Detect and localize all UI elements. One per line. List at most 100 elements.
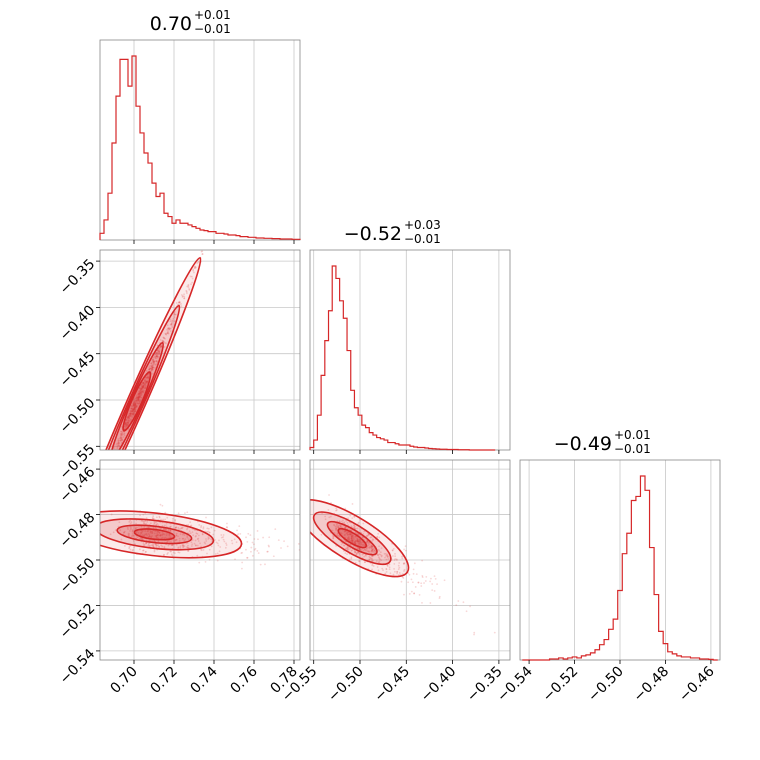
scatter-point — [142, 384, 145, 387]
scatter-point — [155, 351, 157, 354]
scatter-point — [368, 541, 370, 544]
scatter-point — [220, 534, 223, 536]
scatter-point — [351, 534, 354, 537]
scatter-point — [352, 541, 355, 544]
scatter-point — [338, 524, 341, 527]
scatter-point — [141, 390, 143, 393]
scatter-point — [132, 548, 134, 551]
scatter-point — [333, 553, 335, 555]
scatter-point — [120, 438, 123, 441]
scatter-point — [336, 534, 339, 537]
hist-1-frame — [309, 249, 511, 451]
scatter-point — [179, 533, 182, 535]
scatter-point — [108, 456, 110, 458]
scatter-point — [371, 564, 374, 567]
scatter-point — [408, 592, 411, 595]
scatter-point — [119, 433, 122, 435]
scatter-point — [354, 542, 357, 545]
scatter-point — [239, 164, 241, 166]
scatter-point — [156, 522, 159, 525]
scatter-point — [134, 408, 137, 411]
scatter-point — [146, 380, 149, 383]
scatter-point — [417, 581, 420, 584]
scatter-point — [153, 355, 156, 358]
scatter-point — [136, 396, 139, 399]
scatter-point — [147, 530, 150, 533]
scatter-point — [350, 549, 353, 552]
scatter-point — [131, 413, 134, 416]
scatter-point — [423, 582, 425, 584]
scatter-point — [140, 519, 143, 522]
scatter-point — [398, 566, 401, 569]
scatter-point — [123, 531, 126, 534]
scatter-point — [473, 633, 475, 636]
scatter-point — [342, 544, 345, 547]
scatter-point — [161, 339, 164, 342]
scatter-point — [378, 553, 381, 556]
scatter-point — [274, 528, 277, 530]
histogram-0 — [99, 55, 301, 240]
scatter-point — [344, 526, 347, 528]
scatter-point — [134, 402, 137, 405]
scatter-point — [335, 524, 338, 527]
scatter-point — [142, 391, 144, 394]
scatter-point — [151, 535, 153, 537]
scatter-point — [197, 261, 200, 263]
scatter-point — [400, 573, 402, 576]
scatter-point — [207, 538, 210, 540]
scatter-point — [396, 572, 398, 575]
scatter-point — [267, 544, 270, 547]
scatter-point — [347, 547, 349, 550]
tick-label-x: −0.50 — [585, 664, 627, 706]
scatter-point — [150, 368, 153, 371]
scatter-point — [368, 550, 371, 553]
scatter-point — [188, 289, 191, 291]
scatter-point — [146, 376, 149, 379]
scatter-point — [206, 530, 208, 533]
scatter-point — [183, 297, 186, 300]
scatter-point — [350, 537, 353, 540]
scatter-point — [158, 348, 161, 351]
density-contour — [310, 498, 410, 578]
scatter-point — [135, 406, 138, 409]
scatter-point — [123, 434, 126, 437]
scatter-point — [366, 540, 369, 542]
scatter-point — [493, 631, 496, 634]
scatter-point — [257, 538, 259, 541]
scatter-point — [152, 545, 155, 548]
scatter-point — [144, 387, 147, 390]
density-contour — [100, 304, 181, 450]
scatter-point — [347, 533, 350, 536]
scatter-point — [186, 285, 189, 288]
scatter-point — [131, 530, 134, 533]
scatter-point — [155, 516, 158, 519]
scatter-point — [152, 359, 155, 362]
scatter-point — [226, 526, 229, 529]
scatter-point — [324, 515, 327, 518]
scatter-point — [147, 368, 150, 371]
scatter-point — [170, 550, 173, 553]
scatter-point — [139, 388, 142, 391]
scatter-point — [155, 536, 158, 539]
scatter-point — [126, 416, 129, 419]
scatter-point — [177, 546, 180, 549]
scatter-point — [169, 536, 172, 539]
scatter-point — [155, 355, 158, 358]
density-contour — [100, 257, 202, 450]
scatter-point — [353, 516, 356, 518]
scatter-point — [195, 532, 198, 535]
scatter-point — [178, 551, 181, 554]
scatter-point — [410, 578, 413, 581]
scatter-point — [351, 540, 354, 543]
scatter-point — [155, 357, 157, 360]
scatter-point — [133, 408, 136, 410]
scatter-point — [465, 610, 468, 613]
scatter-point — [170, 544, 173, 547]
scatter-point — [386, 555, 389, 557]
scatter-point — [153, 550, 156, 553]
scatter-point — [118, 444, 120, 447]
scatter-point — [371, 568, 373, 571]
scatter-point — [357, 533, 360, 536]
scatter-point — [132, 410, 134, 412]
scatter-point — [213, 529, 216, 532]
